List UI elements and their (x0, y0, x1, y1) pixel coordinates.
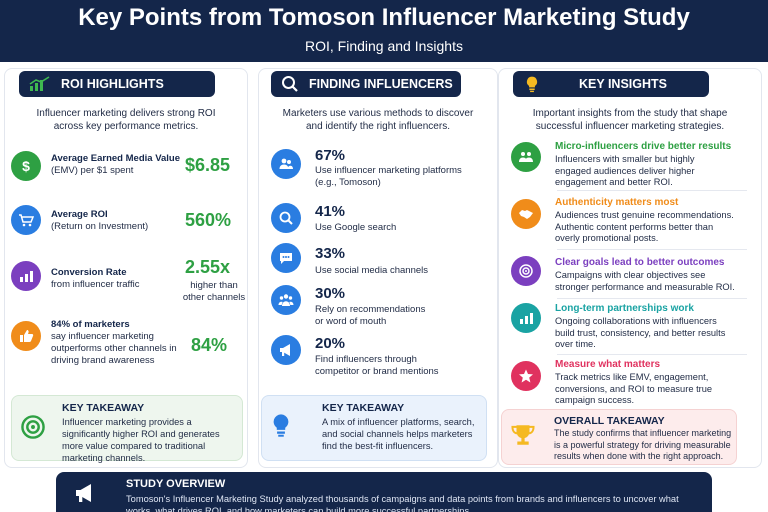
roi-label: Average ROI (Return on Investment) (51, 209, 149, 232)
insights-heading-label: KEY INSIGHTS (579, 77, 667, 91)
page-title: Key Points from Tomoson Influencer Marke… (78, 4, 690, 31)
growth-chart-icon (29, 76, 50, 91)
marketers-value: 84% (191, 335, 228, 355)
megaphone-icon (70, 478, 100, 508)
overall-takeaway-box: OVERALL TAKEAWAY The study confirms that… (501, 409, 737, 465)
bar-chart-icon (11, 261, 41, 291)
overall-takeaway-title: OVERALL TAKEAWAY (554, 415, 665, 427)
lightbulb-icon (526, 76, 538, 93)
key-insights-heading: KEY INSIGHTS (513, 71, 709, 97)
users-icon (271, 149, 301, 179)
roi-takeaway-box: KEY TAKEAWAY Influencer marketing provid… (11, 395, 243, 463)
conversion-note: higher than other channels (182, 280, 246, 303)
people-icon (511, 142, 541, 172)
finding-influencers-panel: FINDING INFLUENCERS Marketers use variou… (258, 68, 498, 468)
finding-takeaway-box: KEY TAKEAWAY A mix of influencer platfor… (261, 395, 487, 461)
study-overview-title: STUDY OVERVIEW (126, 478, 226, 490)
conversion-value: 2.55x (185, 257, 231, 277)
overall-takeaway-text: The study confirms that influencer marke… (554, 428, 732, 461)
insight-goals-text: Campaigns with clear objectives see stro… (555, 270, 735, 292)
emv-label: Average Earned Media Value (EMV) per $1 s… (51, 153, 181, 176)
insight-partnerships-title: Long-term partnerships work (555, 303, 694, 314)
insight-micro-title: Micro-influencers drive better results (555, 141, 732, 152)
finding-intro: Marketers use various methods to discove… (282, 108, 474, 132)
star-icon (511, 361, 541, 391)
finding-influencers-heading: FINDING INFLUENCERS (271, 71, 461, 97)
roi-takeaway-title: KEY TAKEAWAY (62, 402, 145, 414)
finding-heading-label: FINDING INFLUENCERS (309, 77, 453, 91)
chat-bubble-icon (271, 243, 301, 273)
insight-divider (557, 249, 747, 250)
chart-growth-icon (511, 303, 541, 333)
insight-measure-text: Track metrics like EMV, engagement, conv… (555, 372, 713, 405)
dollar-icon: $ (11, 151, 41, 181)
thumbs-up-icon (11, 321, 41, 351)
roi-highlights-panel: ROI HIGHLIGHTS Influencer marketing deli… (4, 68, 248, 468)
target-icon (18, 412, 48, 442)
recommendations-pct: 30% (315, 285, 346, 302)
competitor-text: Find influencers through competitor or b… (315, 354, 439, 377)
insight-authenticity-title: Authenticity matters most (555, 197, 679, 208)
insight-partnerships-text: Ongoing collaborations with influencers … (555, 316, 726, 349)
insight-authenticity-text: Audiences trust genuine recommendations.… (555, 210, 734, 243)
target-icon (511, 256, 541, 286)
finding-takeaway-title: KEY TAKEAWAY (322, 402, 405, 414)
megaphone-icon (271, 335, 301, 365)
insight-goals-title: Clear goals lead to better outcomes (555, 257, 725, 268)
recommendations-text: Rely on recommendations or word of mouth (315, 304, 426, 327)
social-pct: 33% (315, 245, 346, 262)
svg-text:$: $ (22, 158, 30, 174)
page-subtitle: ROI, Finding and Insights (305, 38, 463, 54)
google-text: Use Google search (315, 222, 397, 233)
study-overview-text: Tomoson's Influencer Marketing Study ana… (126, 494, 679, 512)
lightbulb-icon (266, 410, 296, 440)
finding-takeaway-text: A mix of influencer platforms, search, a… (322, 417, 475, 451)
search-icon (282, 76, 298, 92)
study-overview-banner: STUDY OVERVIEW Tomoson's Influencer Mark… (56, 472, 712, 512)
trophy-icon (508, 420, 538, 450)
search-circle-icon (271, 203, 301, 233)
insight-divider (557, 354, 747, 355)
group-icon (271, 285, 301, 315)
insight-micro-text: Influencers with smaller but highly enga… (555, 154, 695, 187)
key-insights-panel: KEY INSIGHTS Important insights from the… (498, 68, 762, 468)
insight-divider (557, 298, 747, 299)
platforms-text: Use influencer marketing platforms (e.g.… (315, 165, 462, 188)
insight-divider (557, 190, 747, 191)
handshake-icon (511, 199, 541, 229)
emv-value: $6.85 (185, 155, 231, 175)
google-pct: 41% (315, 203, 346, 220)
platforms-pct: 67% (315, 147, 346, 164)
roi-takeaway-text: Influencer marketing provides a signific… (62, 417, 220, 463)
roi-heading-label: ROI HIGHLIGHTS (61, 77, 164, 91)
cart-icon (11, 205, 41, 235)
header-banner: Key Points from Tomoson Influencer Marke… (0, 0, 768, 62)
social-text: Use social media channels (315, 265, 429, 276)
competitor-pct: 20% (315, 335, 346, 352)
insight-measure-title: Measure what matters (555, 359, 661, 370)
conversion-label: Conversion Rate from influencer traffic (51, 267, 140, 290)
roi-intro: Influencer marketing delivers strong ROI… (36, 108, 216, 132)
roi-value: 560% (185, 210, 232, 230)
insights-intro: Important insights from the study that s… (532, 108, 728, 132)
roi-highlights-heading: ROI HIGHLIGHTS (19, 71, 215, 97)
marketers-label: 84% of marketers say influencer marketing… (51, 319, 177, 366)
